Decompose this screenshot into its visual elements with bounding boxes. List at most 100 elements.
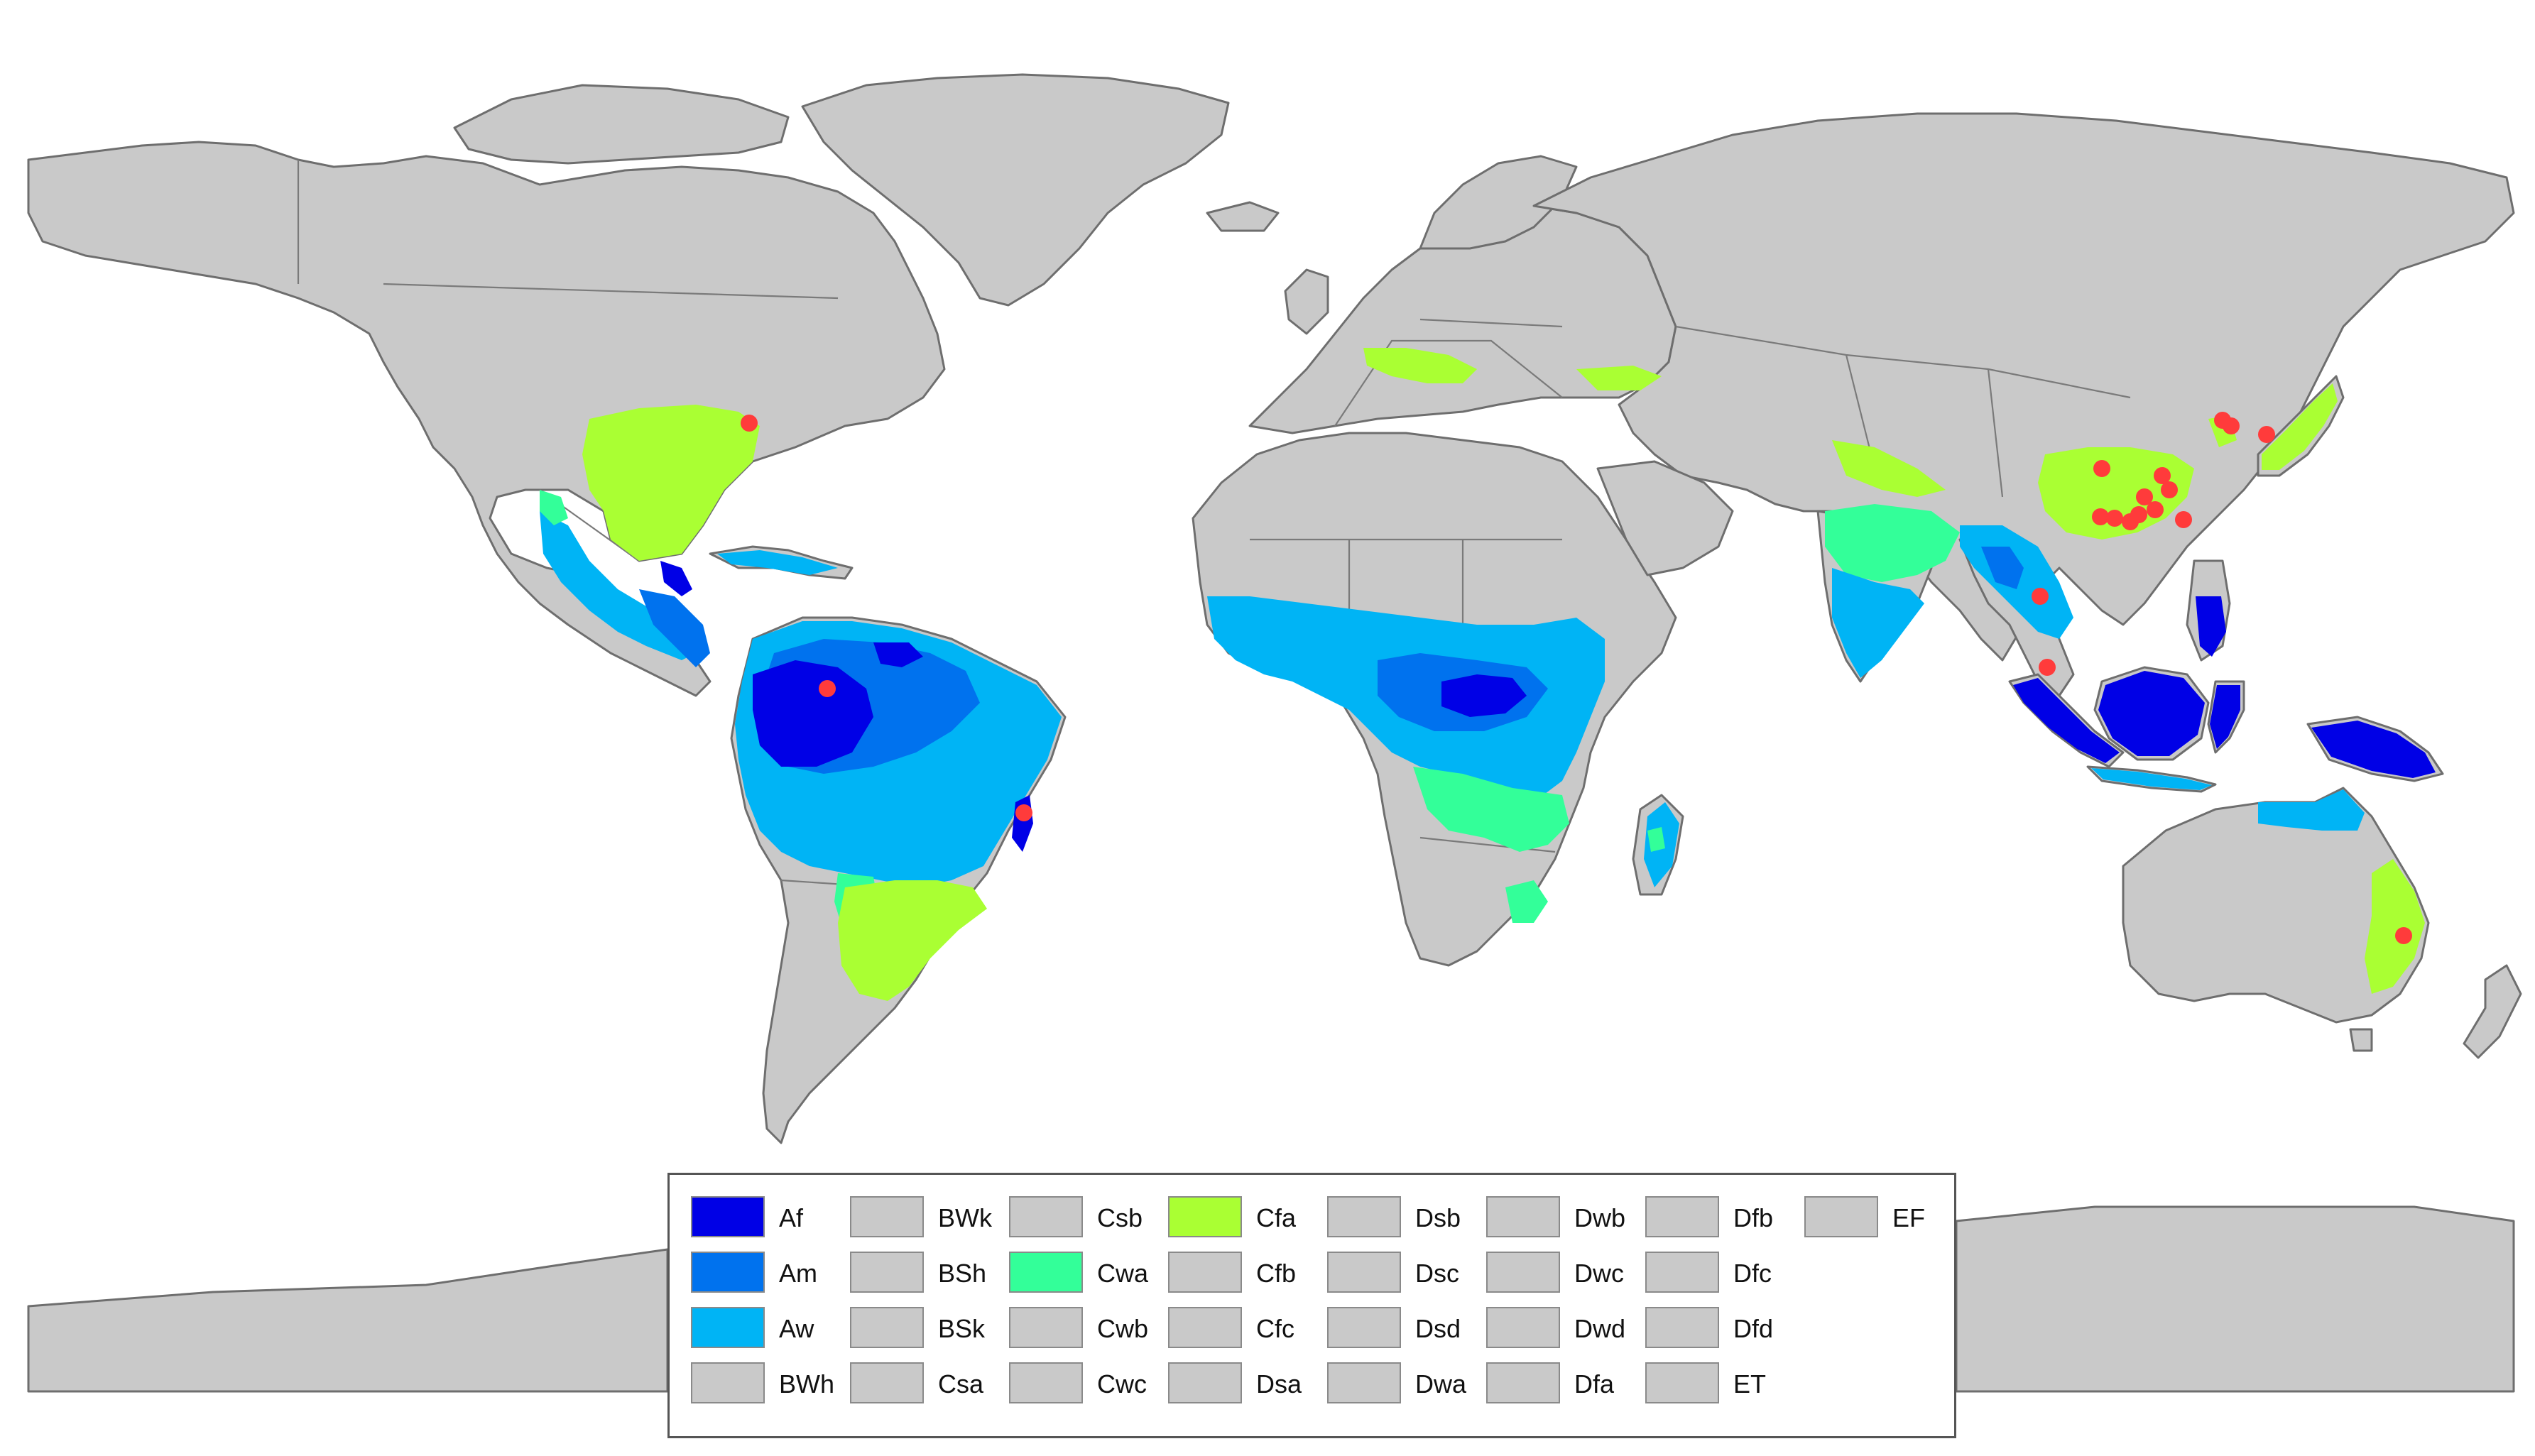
legend-label: BWh	[779, 1369, 835, 1398]
legend-item-bwk: BWk	[850, 1196, 1006, 1239]
zone-aw-caribbean	[717, 550, 838, 575]
legend-label: Dwa	[1415, 1369, 1467, 1398]
legend-swatch	[1009, 1196, 1083, 1237]
legend-label: Aw	[779, 1314, 814, 1343]
legend-item-et: ET	[1645, 1362, 1801, 1405]
legend-item-dwc: Dwc	[1486, 1252, 1642, 1294]
zone-cfa-south-america	[838, 880, 987, 1001]
legend-label: Am	[779, 1259, 817, 1288]
zone-af-central-america	[660, 561, 692, 596]
legend-swatch	[1804, 1196, 1878, 1237]
greenland-land	[801, 73, 1230, 307]
site-marker	[2093, 460, 2110, 477]
legend-item-af: Af	[691, 1196, 847, 1239]
legend-label: Dsa	[1256, 1369, 1302, 1398]
legend-label: Dwd	[1574, 1314, 1626, 1343]
legend-item-aw: Aw	[691, 1307, 847, 1350]
site-marker	[2032, 588, 2049, 605]
legend-label: Af	[779, 1203, 804, 1232]
legend-swatch	[1009, 1307, 1083, 1348]
legend-label: Dsd	[1415, 1314, 1461, 1343]
site-marker	[2395, 927, 2412, 944]
site-marker	[819, 680, 836, 697]
zone-cfa-japan	[2262, 383, 2338, 470]
zone-aw-india	[1832, 568, 1924, 678]
legend-item-csb: Csb	[1009, 1196, 1165, 1239]
legend-label: Dfb	[1733, 1203, 1774, 1232]
legend-item-cwb: Cwb	[1009, 1307, 1165, 1350]
legend-swatch	[1645, 1307, 1719, 1348]
legend-label: BSk	[938, 1314, 986, 1343]
zone-af-amazon	[753, 660, 873, 767]
legend-label: Dsc	[1415, 1259, 1459, 1288]
legend-label: BWk	[938, 1203, 992, 1232]
uk-land	[1284, 268, 1329, 335]
legend-swatch	[850, 1196, 924, 1237]
site-marker	[2175, 511, 2192, 528]
legend-item-cwa: Cwa	[1009, 1252, 1165, 1294]
legend-label: Dwb	[1574, 1203, 1626, 1232]
legend-item-dwb: Dwb	[1486, 1196, 1642, 1239]
site-marker	[2130, 506, 2147, 523]
legend-item-bsk: BSk	[850, 1307, 1006, 1350]
scandinavia-land	[1419, 155, 1578, 250]
legend-swatch	[1645, 1196, 1719, 1237]
legend-label: Cwb	[1097, 1314, 1149, 1343]
zone-af-congo	[1441, 674, 1527, 717]
legend-swatch	[1168, 1252, 1242, 1293]
zone-cfa-himalaya	[1832, 440, 1946, 497]
zone-af-philippines	[2196, 596, 2226, 657]
legend-label: Cfc	[1256, 1314, 1294, 1343]
legend-swatch	[691, 1362, 765, 1403]
legend-swatch	[850, 1362, 924, 1403]
legend-item-bsh: BSh	[850, 1252, 1006, 1294]
legend-item-dfc: Dfc	[1645, 1252, 1801, 1294]
zone-cwa-india	[1825, 504, 1960, 582]
zone-cfa-usa	[582, 405, 760, 561]
legend-swatch	[1327, 1196, 1401, 1237]
legend-swatch	[691, 1196, 765, 1237]
legend-item-dwa: Dwa	[1327, 1362, 1483, 1405]
north-america-land	[27, 141, 946, 697]
sites-layer	[741, 412, 2412, 944]
legend-item-bwh: BWh	[691, 1362, 847, 1405]
legend-label: Dwc	[1574, 1259, 1624, 1288]
zone-cfa-caucasus	[1576, 366, 1662, 390]
legend-label: Cfb	[1256, 1259, 1297, 1288]
legend-label: ET	[1733, 1369, 1767, 1398]
legend-swatch	[1009, 1362, 1083, 1403]
legend-swatch	[1168, 1362, 1242, 1403]
zone-aw-australia	[2258, 789, 2365, 831]
legend-label: Dfc	[1733, 1259, 1772, 1288]
legend-swatch	[1486, 1196, 1560, 1237]
arabia-land	[1596, 460, 1734, 576]
legend-label: Dfa	[1574, 1369, 1615, 1398]
site-marker	[1015, 804, 1032, 821]
legend-item-dsa: Dsa	[1168, 1362, 1324, 1405]
legend-item-am: Am	[691, 1252, 847, 1294]
zone-cwa-southern-africa	[1413, 767, 1569, 852]
zone-af-borneo	[2098, 671, 2205, 756]
legend-label: Csb	[1097, 1203, 1143, 1232]
zone-am-southeast-asia	[1981, 547, 2024, 589]
climate-legend: Af Am Aw BWh BWk BSh BSk Csa Csb Cwa Cwb Cwc Cfa Cfb C…	[667, 1173, 1956, 1438]
zone-cfa-europe	[1363, 348, 1477, 383]
legend-swatch	[850, 1252, 924, 1293]
legend-item-dfd: Dfd	[1645, 1307, 1801, 1350]
zone-cwa-south-africa	[1505, 880, 1548, 923]
legend-swatch	[1009, 1252, 1083, 1293]
legend-label: BSh	[938, 1259, 987, 1288]
legend-item-cfc: Cfc	[1168, 1307, 1324, 1350]
iceland-land	[1206, 201, 1280, 232]
legend-swatch	[1168, 1307, 1242, 1348]
zone-cwa-mexico	[540, 490, 568, 525]
site-marker	[2136, 488, 2153, 505]
legend-swatch	[1168, 1196, 1242, 1237]
legend-item-dsb: Dsb	[1327, 1196, 1483, 1239]
legend-label: Cfa	[1256, 1203, 1297, 1232]
legend-item-cfb: Cfb	[1168, 1252, 1324, 1294]
legend-swatch	[1645, 1252, 1719, 1293]
zone-af-new-guinea	[2311, 721, 2436, 778]
antarctica-land-east	[1955, 1205, 2515, 1393]
